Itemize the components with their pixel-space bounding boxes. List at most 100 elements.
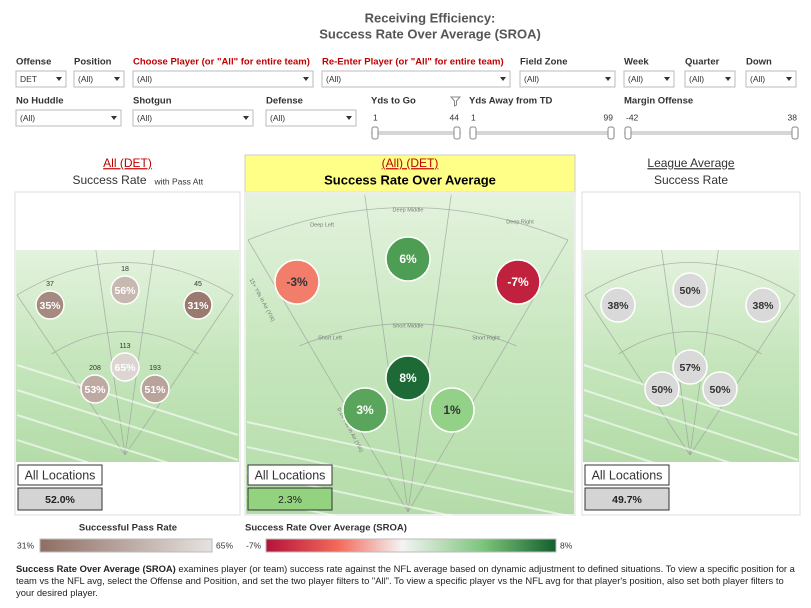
zone-bubble[interactable]: [672, 272, 708, 308]
panel-title[interactable]: League Average: [647, 156, 735, 170]
zone-bubble[interactable]: [80, 374, 110, 404]
yard-line: [246, 446, 574, 518]
zone-bubble[interactable]: [385, 355, 431, 401]
dropdown-arrow: [56, 77, 62, 81]
zone-bubble[interactable]: [644, 371, 680, 407]
slider-handle[interactable]: [624, 126, 632, 140]
zone-value: 3%: [356, 403, 374, 417]
all-locations-value: 52.0%: [45, 494, 75, 506]
zone-count: 193: [149, 365, 161, 372]
zone-value: 50%: [651, 384, 673, 396]
zone-bubble[interactable]: [385, 236, 431, 282]
dropdown-arrow: [243, 116, 249, 120]
zone-value: 31%: [187, 300, 209, 312]
field-label: Short Right: [472, 335, 500, 341]
slider-track: [371, 131, 461, 135]
legend-max: 8%: [560, 540, 573, 550]
slider-label: Yds to Go: [371, 96, 416, 107]
dropdown-value: (All): [137, 74, 152, 84]
dropdown-box: [684, 70, 736, 88]
dropdown-arrow: [725, 77, 731, 81]
zone-bubble[interactable]: [35, 290, 65, 320]
dropdown-value: (All): [326, 74, 341, 84]
dropdown-box: [132, 70, 314, 88]
zone-count: 113: [119, 343, 130, 350]
slider-handle[interactable]: [371, 126, 379, 140]
dropdown[interactable]: (All): [519, 70, 616, 88]
zone-bubble[interactable]: [110, 275, 140, 305]
legend-min: 31%: [17, 540, 34, 550]
field-line: [584, 294, 691, 456]
field-arc: [299, 323, 517, 347]
legend-bar: [265, 538, 557, 553]
all-locations-box[interactable]: [584, 464, 670, 486]
slider-handle[interactable]: [607, 126, 615, 140]
dropdown-arrow: [303, 77, 309, 81]
zone-bubble[interactable]: [274, 259, 320, 305]
all-locations-box[interactable]: [247, 464, 333, 486]
zone-bubble[interactable]: [110, 352, 140, 382]
zone-value: 50%: [709, 384, 731, 396]
dropdown[interactable]: (All): [321, 70, 511, 88]
dropdown-box: [519, 70, 616, 88]
zone-count: 208: [89, 365, 101, 372]
dropdown-value: (All): [270, 113, 285, 123]
all-locations-label: All Locations: [592, 468, 663, 482]
field-line: [124, 294, 234, 456]
zone-bubble[interactable]: [342, 387, 388, 433]
title: Receiving Efficiency:: [365, 10, 496, 25]
slider-track: [469, 131, 615, 135]
dropdown-box: [132, 109, 254, 127]
dropdown[interactable]: (All): [15, 109, 122, 127]
panel-title[interactable]: (All) (DET): [382, 156, 439, 170]
zone-bubble[interactable]: [183, 290, 213, 320]
dropdown-arrow: [346, 116, 352, 120]
zone-value: 6%: [399, 252, 417, 266]
dropdown[interactable]: (All): [265, 109, 357, 127]
zone-value: 51%: [144, 384, 166, 396]
slider-label: Margin Offense: [624, 96, 693, 107]
subtitle: Success Rate Over Average (SROA): [319, 26, 541, 41]
dropdown-value: (All): [20, 113, 35, 123]
field-label: Deep Right: [506, 219, 534, 225]
dropdown[interactable]: (All): [684, 70, 736, 88]
zone-value: 53%: [84, 384, 106, 396]
dropdown-box: [73, 70, 125, 88]
dropdown[interactable]: (All): [73, 70, 125, 88]
zone-bubble[interactable]: [745, 287, 781, 323]
panel-title[interactable]: All (DET): [103, 156, 152, 170]
zone-value: 65%: [114, 362, 136, 374]
zone-bubble[interactable]: [429, 387, 475, 433]
dropdown-arrow: [605, 77, 611, 81]
dropdown-box: [321, 70, 511, 88]
dropdown[interactable]: (All): [132, 70, 314, 88]
dropdown-value: (All): [524, 74, 539, 84]
slider-handle[interactable]: [469, 126, 477, 140]
filter-label: Quarter: [685, 57, 720, 68]
all-locations-box[interactable]: [17, 464, 103, 486]
zone-bubble[interactable]: [702, 371, 738, 407]
slider-handle[interactable]: [453, 126, 461, 140]
all-locations-value-box: [17, 487, 103, 511]
slider-label: Yds Away from TD: [469, 96, 553, 107]
dropdown[interactable]: (All): [623, 70, 675, 88]
panel-subtitle: Success Rate: [654, 173, 728, 187]
dropdown-arrow: [114, 77, 120, 81]
dropdown[interactable]: DET: [15, 70, 67, 88]
dashboard-canvas: Receiving Efficiency: Success Rate Over …: [14, 10, 801, 553]
slider-handle[interactable]: [791, 126, 799, 140]
zone-value: 35%: [39, 300, 61, 312]
zone-bubble[interactable]: [600, 287, 636, 323]
dropdown[interactable]: (All): [745, 70, 797, 88]
zone-value: 50%: [679, 285, 701, 297]
all-locations-value-box: [247, 487, 333, 511]
field-line: [689, 294, 796, 456]
zone-bubble[interactable]: [140, 374, 170, 404]
zone-bubble[interactable]: [495, 259, 541, 305]
legend-min: -7%: [246, 540, 262, 550]
zone-value: 56%: [114, 285, 136, 297]
zone-bubble[interactable]: [672, 349, 708, 385]
dropdown[interactable]: (All): [132, 109, 254, 127]
field-label: Short Left: [318, 335, 342, 341]
